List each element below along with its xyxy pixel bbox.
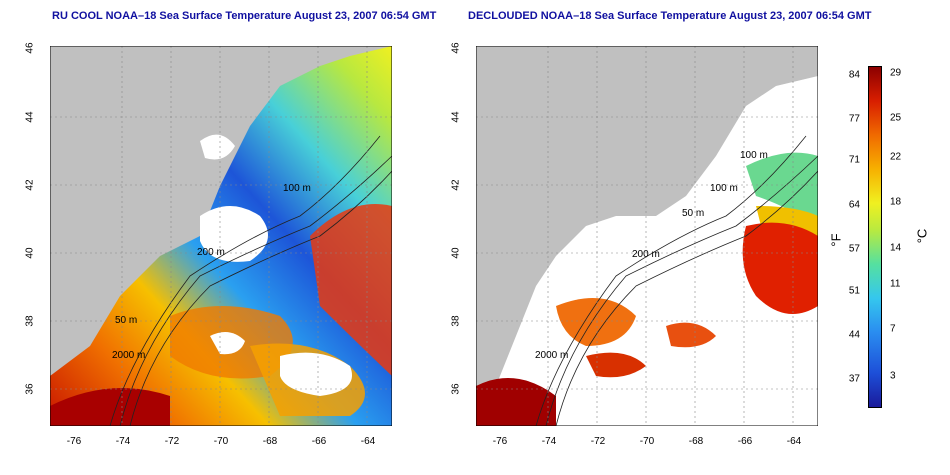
lat-tick: 38	[24, 315, 36, 327]
colorbar-tick-c: 29	[890, 67, 902, 79]
lon-tick: -72	[590, 436, 606, 447]
lon-tick: -68	[262, 436, 278, 447]
contour-label: 2000 m	[112, 350, 146, 361]
lon-tick: -68	[688, 436, 704, 447]
sst-map-left	[50, 46, 392, 426]
colorbar-tick-f: 51	[848, 285, 860, 297]
colorbar-tick-c: 14	[890, 242, 902, 254]
lon-tick: -74	[541, 436, 557, 447]
panel-title-right: DECLOUDED NOAA–18 Sea Surface Temperatur…	[468, 10, 872, 22]
lon-tick: -64	[786, 436, 802, 447]
contour-label: 50 m	[682, 208, 705, 219]
lat-tick: 36	[24, 383, 36, 395]
lat-tick: 42	[24, 179, 36, 191]
panel-title-left: RU COOL NOAA–18 Sea Surface Temperature …	[52, 10, 437, 22]
colorbar-tick-c: 3	[890, 370, 896, 382]
lat-tick: 44	[24, 111, 36, 123]
land-region	[476, 46, 818, 426]
contour-label: 100 m	[740, 150, 768, 161]
lon-tick: -76	[66, 436, 82, 447]
sst-map-right	[476, 46, 818, 426]
colorbar-tick-c: 7	[890, 323, 896, 335]
lon-tick: -70	[639, 436, 655, 447]
colorbar-tick-c: 18	[890, 196, 902, 208]
colorbar-tick-f: 44	[848, 329, 860, 341]
lat-tick: 40	[450, 247, 462, 259]
lat-tick: 38	[450, 315, 462, 327]
lat-tick: 40	[24, 247, 36, 259]
lon-tick: -72	[164, 436, 180, 447]
lon-tick: -64	[360, 436, 376, 447]
contour-label: 100 m	[710, 183, 738, 194]
colorbar-tick-f: 71	[848, 154, 860, 166]
colorbar-tick-c: 22	[890, 151, 902, 163]
colorbar-tick-f: 64	[848, 199, 860, 211]
lat-tick: 36	[450, 383, 462, 395]
lon-tick: -70	[213, 436, 229, 447]
unit-fahrenheit: °F	[828, 233, 844, 247]
contour-label: 200 m	[632, 249, 660, 260]
contour-label: 100 m	[283, 183, 311, 194]
contour-label: 200 m	[197, 247, 225, 258]
unit-celsius: °C	[914, 228, 930, 244]
lat-tick: 42	[450, 179, 462, 191]
contour-label: 2000 m	[535, 350, 569, 361]
lat-tick: 46	[24, 42, 36, 54]
lon-tick: -76	[492, 436, 508, 447]
lat-tick: 44	[450, 111, 462, 123]
colorbar-tick-f: 84	[848, 69, 860, 81]
colorbar-tick-c: 11	[890, 278, 901, 290]
lat-tick: 46	[450, 42, 462, 54]
lon-tick: -66	[311, 436, 327, 447]
contour-label: 50 m	[115, 315, 138, 326]
colorbar-tick-f: 77	[848, 113, 860, 125]
lon-tick: -66	[737, 436, 753, 447]
colorbar-tick-f: 37	[848, 373, 860, 385]
lon-tick: -74	[115, 436, 131, 447]
colorbar-tick-c: 25	[890, 112, 902, 124]
colorbar-tick-f: 57	[848, 243, 860, 255]
temperature-colorbar	[868, 66, 882, 408]
